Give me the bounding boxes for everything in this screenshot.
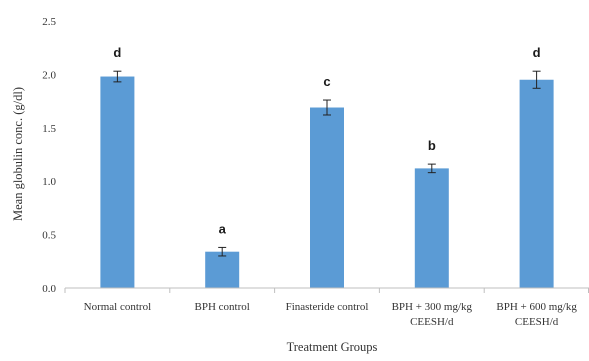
category-label: BPH + 300 mg/kg — [392, 301, 473, 313]
y-tick-labels: 0.0 0.5 1.0 1.5 2.0 2.5 — [42, 16, 56, 295]
significance-label: b — [428, 138, 436, 153]
y-tick-label: 2.0 — [42, 69, 56, 81]
y-tick-label: 0.5 — [42, 230, 56, 242]
x-axis-title: Treatment Groups — [287, 340, 378, 354]
bar — [310, 107, 344, 289]
y-tick-label: 1.0 — [42, 176, 56, 188]
category-label: BPH + 600 mg/kg — [496, 301, 577, 313]
bar — [100, 76, 135, 288]
y-tick-label: 0.0 — [42, 283, 56, 295]
category-label: CEESH/d — [515, 316, 559, 328]
category-label: BPH control — [195, 301, 250, 313]
x-axis — [64, 287, 589, 293]
significance-label: d — [113, 45, 121, 60]
significance-label: c — [323, 74, 330, 89]
error-bar — [323, 99, 331, 116]
significance-label: a — [219, 221, 227, 236]
category-label: Finasteride control — [286, 301, 369, 313]
category-labels: Normal control BPH control Finasteride con… — [84, 301, 578, 328]
error-bar — [113, 70, 122, 83]
y-tick-label: 1.5 — [42, 123, 56, 135]
significance-label: d — [533, 45, 541, 60]
error-bar — [427, 163, 436, 174]
bar — [519, 79, 554, 289]
error-bar — [218, 246, 227, 257]
error-bar — [532, 70, 541, 89]
bar — [414, 168, 449, 288]
category-label: Normal control — [84, 301, 152, 313]
bar — [205, 251, 240, 288]
category-label: CEESH/d — [410, 316, 454, 328]
y-tick-label: 2.5 — [42, 16, 56, 28]
bars: d a c b d — [100, 45, 554, 289]
y-axis-title: Mean globulin conc. (g/dl) — [11, 87, 25, 221]
